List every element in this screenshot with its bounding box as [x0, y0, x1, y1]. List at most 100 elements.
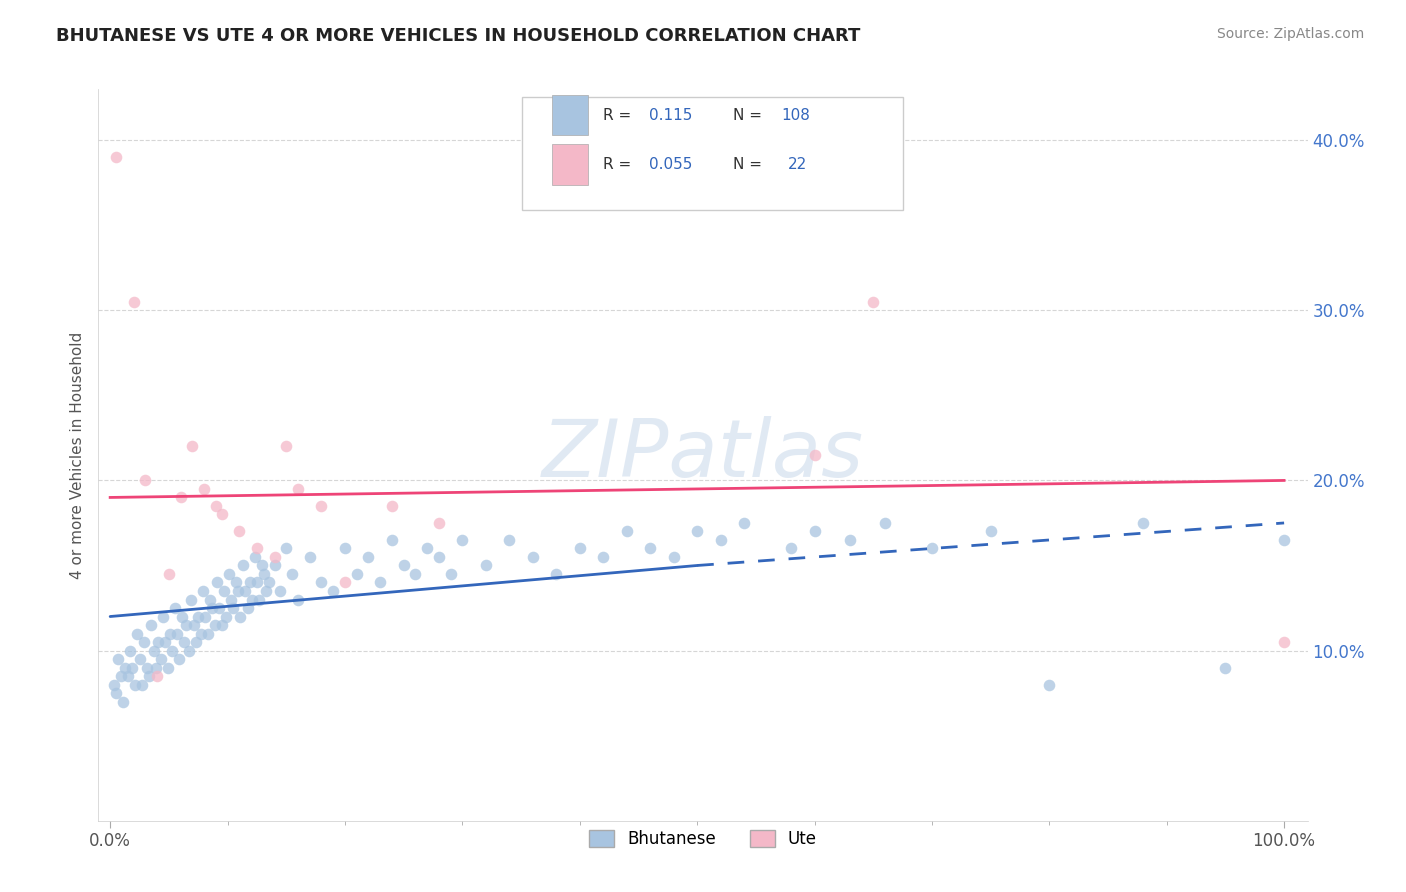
Point [733, 516, 755, 530]
Point [138, 669, 160, 683]
Point [873, 516, 896, 530]
Point [187, 609, 209, 624]
Point [124, 677, 146, 691]
Point [233, 584, 256, 599]
Point [212, 584, 235, 599]
Point [311, 499, 333, 513]
Point [190, 626, 212, 640]
Point [208, 601, 231, 615]
Point [269, 584, 291, 599]
Point [222, 601, 245, 615]
Point [156, 660, 179, 674]
Point [638, 541, 661, 556]
Point [427, 549, 450, 564]
Point [475, 558, 498, 573]
Point [205, 575, 228, 590]
Point [333, 541, 356, 556]
Point [228, 524, 250, 539]
Point [236, 601, 259, 615]
Point [803, 524, 825, 539]
Point [568, 541, 591, 556]
Point [263, 549, 285, 564]
FancyBboxPatch shape [522, 96, 903, 210]
Point [287, 482, 309, 496]
Point [135, 660, 157, 674]
Point [392, 558, 415, 573]
Point [522, 549, 544, 564]
Y-axis label: 4 or more Vehicles in Household: 4 or more Vehicles in Household [69, 331, 84, 579]
Point [439, 566, 461, 581]
Point [114, 660, 136, 674]
Point [381, 533, 404, 547]
Point [162, 643, 184, 657]
Point [592, 549, 614, 564]
Point [240, 592, 263, 607]
Text: 22: 22 [787, 157, 807, 172]
Text: N =: N = [734, 108, 762, 123]
Point [204, 618, 226, 632]
Point [184, 635, 207, 649]
Point [803, 448, 825, 462]
Point [219, 592, 242, 607]
Point [451, 533, 474, 547]
Point [1272, 635, 1295, 649]
Point [921, 541, 943, 556]
Point [107, 652, 129, 666]
Point [710, 533, 733, 547]
Text: Source: ZipAtlas.com: Source: ZipAtlas.com [1216, 27, 1364, 41]
Point [257, 575, 280, 590]
Point [163, 601, 186, 615]
Point [197, 626, 219, 640]
Point [381, 499, 404, 513]
Point [253, 566, 276, 581]
Point [263, 558, 285, 573]
Point [416, 541, 439, 556]
Point [427, 516, 450, 530]
Point [1038, 677, 1060, 691]
Point [246, 575, 269, 590]
Point [131, 677, 153, 691]
Point [145, 660, 167, 674]
Point [232, 558, 254, 573]
Text: 0.115: 0.115 [648, 108, 692, 123]
Point [170, 609, 193, 624]
Text: BHUTANESE VS UTE 4 OR MORE VEHICLES IN HOUSEHOLD CORRELATION CHART: BHUTANESE VS UTE 4 OR MORE VEHICLES IN H… [56, 27, 860, 45]
Point [157, 566, 180, 581]
Point [333, 575, 356, 590]
Point [134, 474, 156, 488]
Point [183, 618, 205, 632]
Point [247, 592, 270, 607]
Point [152, 609, 174, 624]
Point [211, 508, 233, 522]
Point [298, 549, 321, 564]
Point [226, 584, 249, 599]
Point [862, 294, 884, 309]
Point [229, 609, 252, 624]
Point [193, 482, 215, 496]
Point [159, 626, 181, 640]
Point [346, 566, 368, 581]
Point [276, 439, 298, 453]
Point [177, 643, 200, 657]
Point [250, 558, 273, 573]
Legend: Bhutanese, Ute: Bhutanese, Ute [581, 822, 825, 856]
Point [191, 584, 214, 599]
Text: 108: 108 [782, 108, 810, 123]
Point [169, 652, 191, 666]
Point [198, 592, 221, 607]
Point [1132, 516, 1154, 530]
Point [166, 626, 188, 640]
Point [322, 584, 344, 599]
Point [181, 439, 204, 453]
Point [180, 592, 202, 607]
Point [142, 643, 165, 657]
Point [128, 652, 150, 666]
Point [616, 524, 638, 539]
Point [121, 660, 143, 674]
Point [122, 294, 145, 309]
Text: ZIPatlas: ZIPatlas [541, 416, 865, 494]
FancyBboxPatch shape [551, 145, 588, 185]
Point [311, 575, 333, 590]
Point [148, 635, 170, 649]
FancyBboxPatch shape [551, 95, 588, 135]
